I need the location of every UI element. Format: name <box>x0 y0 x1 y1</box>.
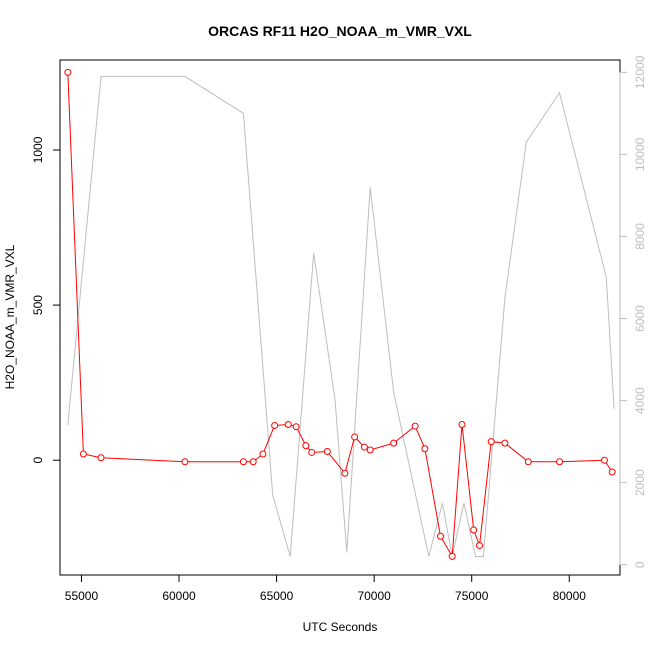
series-line-left <box>67 72 613 559</box>
y2-tick-label: 4000 <box>633 387 647 414</box>
data-point <box>476 542 484 550</box>
y-axis: 0 500 1000 <box>31 136 61 464</box>
y2-tick-label: 0 <box>633 561 647 568</box>
data-point <box>608 468 616 476</box>
data-point <box>448 552 456 560</box>
x-tick-label: 75000 <box>455 589 489 603</box>
data-point <box>421 445 429 453</box>
data-point <box>436 532 444 540</box>
x-tick-label: 80000 <box>553 589 587 603</box>
data-point <box>97 454 105 462</box>
data-point <box>351 433 359 441</box>
x-tick-label: 60000 <box>162 589 196 603</box>
data-point <box>390 439 398 447</box>
data-point <box>308 448 316 456</box>
y2-tick-label: 10000 <box>633 137 647 171</box>
data-point <box>556 458 564 466</box>
y2-tick-label: 2000 <box>633 469 647 496</box>
data-point <box>411 422 419 430</box>
data-point <box>524 458 532 466</box>
y2-axis: 0 2000 4000 6000 8000 10000 12000 <box>619 55 647 568</box>
x-axis: 55000 60000 65000 70000 75000 80000 <box>65 574 587 603</box>
data-point <box>470 526 478 534</box>
data-point <box>79 450 87 458</box>
x-tick-label: 65000 <box>260 589 294 603</box>
plot-frame <box>59 59 621 576</box>
chart-title: ORCAS RF11 H2O_NOAA_m_VMR_VXL <box>208 23 472 39</box>
data-point <box>259 450 267 458</box>
data-point <box>487 438 495 446</box>
x-axis-label: UTC Seconds <box>303 620 378 634</box>
data-point <box>323 448 331 456</box>
series-layer <box>64 68 616 560</box>
data-point <box>366 446 374 454</box>
y-tick-label: 0 <box>31 457 45 464</box>
y2-tick-label: 12000 <box>633 55 647 89</box>
data-point <box>249 458 257 466</box>
data-point <box>284 421 292 429</box>
y-axis-label: H2O_NOAA_m_VMR_VXL <box>3 244 17 389</box>
data-point <box>600 456 608 464</box>
y-tick-label: 500 <box>31 295 45 315</box>
data-point <box>181 458 189 466</box>
data-point <box>64 68 72 76</box>
y2-tick-label: 6000 <box>633 305 647 332</box>
data-point <box>360 443 368 451</box>
data-point <box>458 421 466 429</box>
data-point <box>271 421 279 429</box>
data-point <box>302 442 310 450</box>
series-line-right <box>67 75 615 557</box>
data-point <box>341 469 349 477</box>
y2-tick-label: 8000 <box>633 223 647 250</box>
data-point <box>501 439 509 447</box>
data-point <box>239 458 247 466</box>
data-point <box>292 423 300 431</box>
x-tick-label: 55000 <box>65 589 99 603</box>
y-tick-label: 1000 <box>31 136 45 163</box>
x-tick-label: 70000 <box>357 589 391 603</box>
